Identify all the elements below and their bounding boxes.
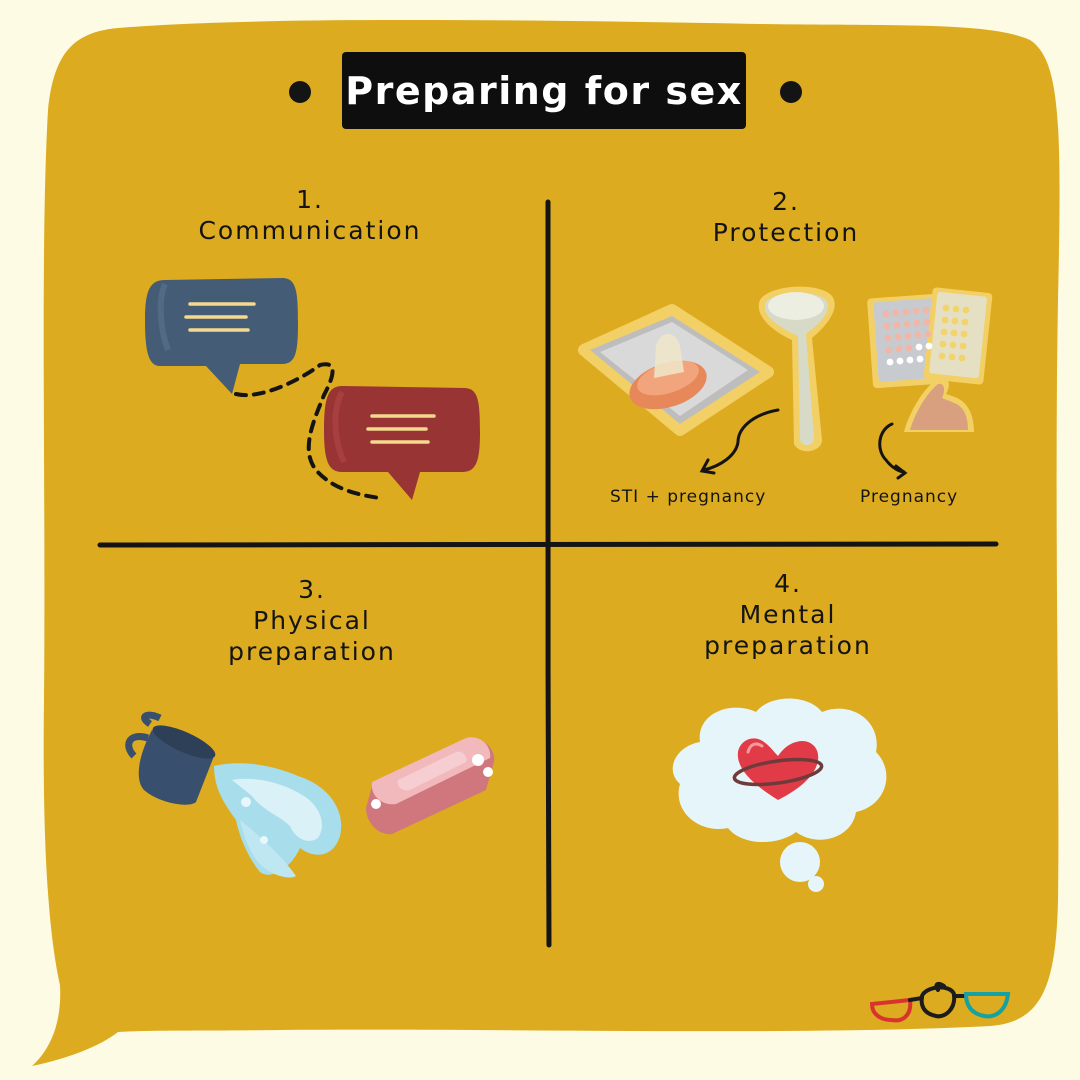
title-left-dot [289,81,311,103]
dashed-connector [234,362,382,500]
heading-line: preparation [228,637,396,666]
soap-bar-icon [366,737,495,835]
heading-communication: 1. Communication [170,184,450,246]
heading-mental: 4. Mental preparation [648,568,928,661]
arrow-to-sti-pregnancy [702,408,780,472]
water-splash-icon [214,763,342,878]
arrow-to-pregnancy [878,422,906,474]
heading-number: 4. [774,569,802,598]
title-banner: Preparing for sex [342,52,746,129]
condom-caption: STI + pregnancy [610,487,767,507]
speech-bubble-red-icon [324,386,480,500]
female-condom-icon [758,286,835,452]
page-title: Preparing for sex [345,68,743,113]
title-right-dot [780,81,802,103]
condom-packet-icon [578,304,774,436]
heading-number: 3. [298,575,326,604]
heading-physical: 3. Physical preparation [172,574,452,667]
heading-number: 1. [296,185,324,214]
horizontal-divider [97,541,999,548]
pill-caption: Pregnancy [860,487,959,507]
heading-protection: 2. Protection [646,186,926,248]
glasses-logo-icon [869,981,1011,1023]
heading-number: 2. [772,187,800,216]
heading-line: Physical [253,606,371,635]
heart-icon [732,738,824,800]
speech-bubble-blue-icon [145,278,298,394]
heading-line: preparation [704,631,872,660]
water-jug-icon [125,711,216,805]
heading-line: Communication [198,216,422,245]
vertical-divider [545,199,552,948]
heading-line: Mental [739,600,837,629]
pill-pack-icon [867,287,993,432]
heading-line: Protection [712,218,860,247]
